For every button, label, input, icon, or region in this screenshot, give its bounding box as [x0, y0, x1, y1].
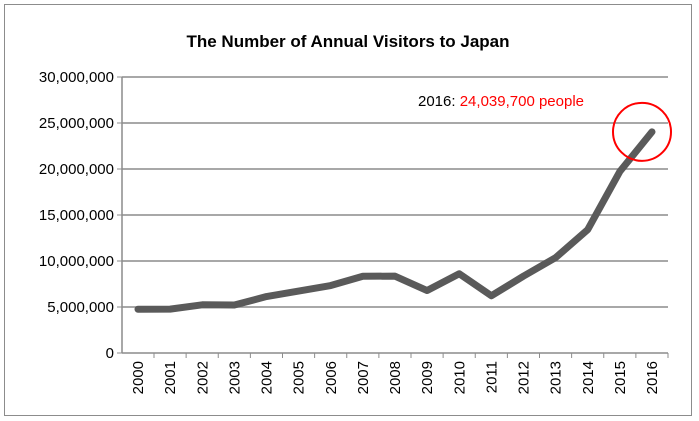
x-tick-label: 2000: [130, 361, 147, 394]
x-tick-label: 2011: [483, 361, 500, 393]
y-tick-label: 0: [106, 345, 114, 362]
x-tick-label: 2015: [612, 361, 629, 394]
highlight-circle: [612, 101, 672, 162]
x-tick-label: 2009: [419, 361, 436, 394]
x-tick-label: 2012: [516, 361, 533, 394]
x-tick-label: 2016: [644, 361, 661, 394]
chart-title: The Number of Annual Visitors to Japan: [186, 32, 509, 51]
y-tick-label: 20,000,000: [39, 161, 114, 178]
x-tick-label: 2001: [162, 361, 179, 394]
x-tick-label: 2005: [291, 361, 308, 394]
chart-frame: [4, 4, 692, 416]
x-tick-label: 2014: [580, 361, 597, 394]
x-tick-label: 2002: [194, 361, 211, 394]
annotation-prefix: 2016:: [418, 93, 460, 110]
x-tick-label: 2007: [355, 361, 372, 394]
y-tick-label: 25,000,000: [39, 115, 114, 132]
x-tick-label: 2010: [451, 361, 468, 394]
x-tick-label: 2006: [323, 361, 340, 394]
x-tick-label: 2003: [226, 361, 243, 394]
y-tick-label: 30,000,000: [39, 69, 114, 86]
x-tick-label: 2008: [387, 361, 404, 394]
x-tick-label: 2004: [259, 361, 276, 394]
y-tick-label: 5,000,000: [47, 299, 114, 316]
y-tick-label: 10,000,000: [39, 253, 114, 270]
x-tick-label: 2013: [548, 361, 565, 394]
annotation: 2016: 24,039,700 people: [418, 93, 584, 110]
annotation-value: 24,039,700 people: [460, 93, 584, 110]
series-line: [134, 128, 656, 313]
y-tick-label: 15,000,000: [39, 207, 114, 224]
